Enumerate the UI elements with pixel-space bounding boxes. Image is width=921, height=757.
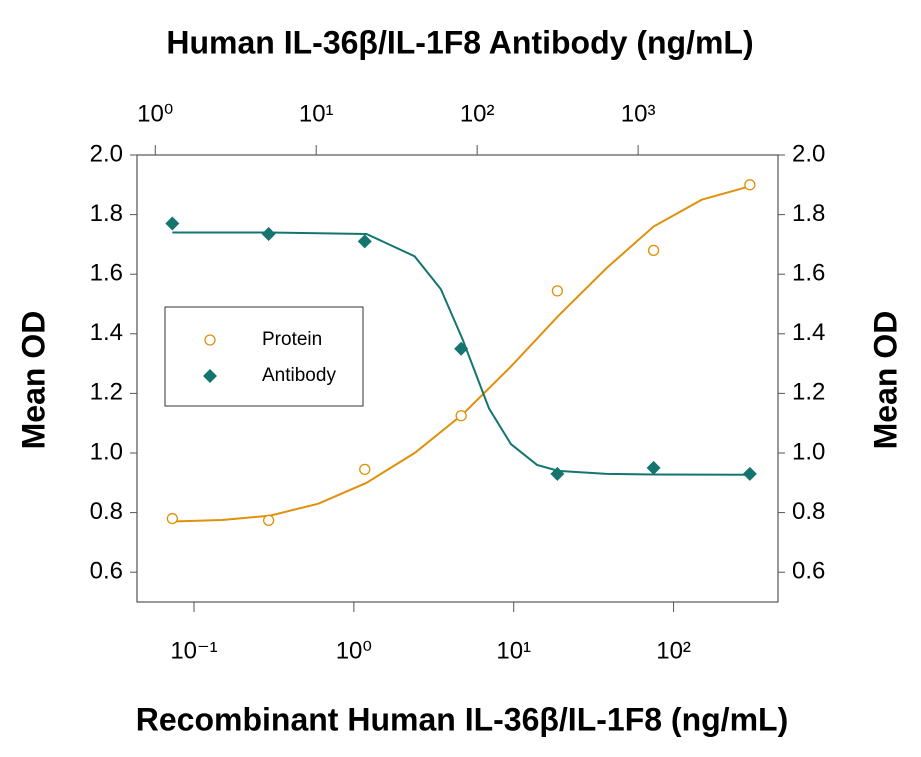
legend-label: Antibody <box>262 365 336 386</box>
x-axis-label: Recombinant Human IL-36β/IL-1F8 (ng/mL) <box>136 701 788 737</box>
x2-tick-label: 10¹ <box>299 100 334 127</box>
data-point <box>454 341 469 356</box>
legend-label: Protein <box>262 329 322 350</box>
legend-marker <box>203 369 217 383</box>
data-point <box>165 216 180 231</box>
data-point <box>647 244 660 257</box>
data-point <box>359 463 371 476</box>
plot-frame <box>136 154 779 603</box>
data-point <box>550 466 565 481</box>
data-point <box>646 460 661 475</box>
y2-tick-label: 0.6 <box>792 558 825 585</box>
x2-tick-label: 10⁰ <box>137 100 173 127</box>
fit-curve <box>172 231 750 476</box>
data-point <box>357 234 372 249</box>
x-tick-label: 10⁻¹ <box>170 637 217 664</box>
y2-tick-label: 1.8 <box>792 200 825 227</box>
y2-tick-label: 0.8 <box>792 498 825 525</box>
y-tick-label: 1.2 <box>90 379 123 406</box>
x-tick-label: 10¹ <box>496 637 531 664</box>
y-axis-label: Mean OD <box>15 311 51 450</box>
y-tick-label: 1.0 <box>90 438 123 465</box>
y2-axis-label: Mean OD <box>867 311 903 450</box>
y2-tick-label: 1.2 <box>792 379 825 406</box>
chart-title: Human IL-36β/IL-1F8 Antibody (ng/mL) <box>166 24 753 60</box>
y-tick-label: 1.6 <box>90 260 123 287</box>
y-tick-label: 1.4 <box>90 319 123 346</box>
legend-box <box>164 306 364 407</box>
data-point <box>261 226 276 241</box>
data-point <box>166 512 178 525</box>
y-tick-label: 0.8 <box>90 498 123 525</box>
y2-tick-label: 1.6 <box>792 260 825 287</box>
x-tick-label: 10² <box>656 637 691 664</box>
y-tick-label: 0.6 <box>90 558 123 585</box>
data-point <box>455 410 467 422</box>
y-tick-label: 2.0 <box>90 140 123 167</box>
x2-tick-label: 10² <box>460 100 495 127</box>
data-point <box>551 285 564 297</box>
y2-tick-label: 2.0 <box>792 140 825 167</box>
data-point <box>262 514 275 526</box>
data-point <box>744 179 756 191</box>
x2-tick-label: 10³ <box>621 100 656 127</box>
x-tick-label: 10⁰ <box>336 637 372 664</box>
data-point <box>742 466 757 481</box>
y2-tick-label: 1.4 <box>792 319 825 346</box>
y-tick-label: 1.8 <box>90 200 123 227</box>
legend-marker <box>204 334 216 346</box>
y2-tick-label: 1.0 <box>792 438 825 465</box>
